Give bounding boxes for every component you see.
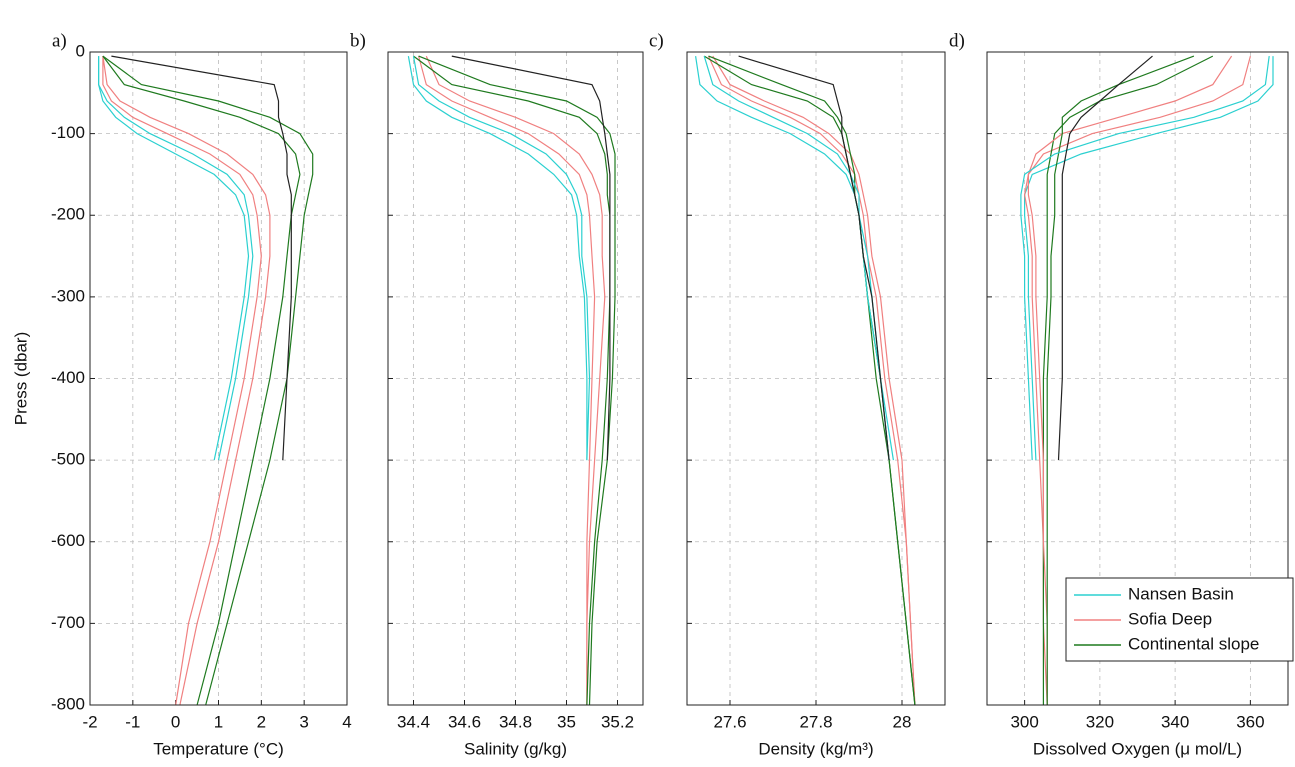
y-tick-label: -400 bbox=[51, 368, 85, 387]
profile-line bbox=[1046, 55, 1195, 705]
legend-label: Continental slope bbox=[1128, 634, 1259, 653]
y-tick-label: -600 bbox=[51, 531, 85, 550]
y-tick-label: -300 bbox=[51, 286, 85, 305]
y-tick-label: -500 bbox=[51, 450, 85, 469]
plot-frame bbox=[387, 51, 644, 706]
profile-line bbox=[412, 55, 591, 461]
profile-line bbox=[1027, 55, 1233, 705]
legend: Nansen Basin Sofia Deep Continental slope bbox=[1065, 577, 1294, 662]
y-tick-label: -200 bbox=[51, 205, 85, 224]
panel: a) 0 -100 -200 -300 -400 -500 -600 -700 -800-2 -1 0… bbox=[11, 30, 351, 758]
profile-line bbox=[102, 55, 301, 706]
profile-line bbox=[703, 55, 916, 706]
x-tick-label: 0 bbox=[171, 712, 180, 731]
x-tick-label: 27.6 bbox=[713, 712, 746, 731]
plot-frame bbox=[686, 51, 946, 706]
profile-line bbox=[425, 55, 606, 705]
profile-line bbox=[695, 56, 890, 461]
profile-line bbox=[712, 55, 916, 706]
x-axis-label: Temperature (°C) bbox=[153, 739, 284, 758]
x-axis-label: Salinity (g/kg) bbox=[464, 739, 567, 758]
x-tick-label: 2 bbox=[257, 712, 266, 731]
x-tick-label: 340 bbox=[1161, 712, 1189, 731]
profile-line bbox=[708, 55, 916, 706]
profile-line bbox=[413, 55, 611, 706]
legend-label: Nansen Basin bbox=[1128, 584, 1234, 603]
x-tick-label: 35 bbox=[557, 712, 576, 731]
profile-line bbox=[98, 56, 254, 461]
profile-line bbox=[1057, 55, 1153, 461]
profile-line bbox=[102, 55, 314, 706]
y-tick-label: -800 bbox=[51, 694, 85, 713]
panel-label: d) bbox=[949, 30, 965, 51]
panel: c) 27.6 27.8 28 Density (kg/m³) bbox=[649, 30, 946, 758]
x-tick-label: 27.8 bbox=[799, 712, 832, 731]
profile-line bbox=[738, 55, 890, 461]
x-tick-label: 34.4 bbox=[397, 712, 430, 731]
profile-line bbox=[418, 55, 596, 705]
y-tick-label: 0 bbox=[76, 41, 85, 60]
panel-label: a) bbox=[52, 30, 67, 51]
x-tick-label: 1 bbox=[214, 712, 223, 731]
panel: d) 300 320 340 360 Dissolved Oxygen (μ mol/L)… bbox=[949, 30, 1294, 758]
x-tick-label: 34.8 bbox=[499, 712, 532, 731]
x-tick-label: 34.6 bbox=[448, 712, 481, 731]
profile-line bbox=[418, 55, 616, 706]
panel-label: c) bbox=[649, 30, 664, 51]
x-tick-label: 300 bbox=[1010, 712, 1038, 731]
x-tick-label: 35.2 bbox=[601, 712, 634, 731]
x-tick-label: 3 bbox=[299, 712, 308, 731]
panel-label: b) bbox=[350, 30, 366, 51]
profile-line bbox=[707, 55, 916, 706]
profile-line bbox=[407, 55, 588, 461]
profile-line bbox=[451, 55, 611, 461]
profile-line bbox=[102, 56, 271, 706]
x-axis-label: Density (kg/m³) bbox=[758, 739, 873, 758]
x-tick-label: 28 bbox=[893, 712, 912, 731]
profile-line bbox=[1023, 55, 1251, 706]
legend-label: Sofia Deep bbox=[1128, 609, 1212, 628]
x-axis-label: Dissolved Oxygen (μ mol/L) bbox=[1033, 739, 1242, 758]
panel: b) 34.4 34.6 34.8 35 35.2 Salinity (g/kg) bbox=[350, 30, 644, 758]
profile-line bbox=[111, 55, 292, 461]
y-tick-label: -700 bbox=[51, 613, 85, 632]
x-tick-label: 320 bbox=[1086, 712, 1114, 731]
profile-line bbox=[98, 56, 250, 461]
profile-line bbox=[1020, 56, 1270, 461]
y-tick-label: -100 bbox=[51, 123, 85, 142]
y-axis-label: Press (dbar) bbox=[11, 332, 30, 426]
x-tick-label: 4 bbox=[342, 712, 351, 731]
profile-line bbox=[1023, 56, 1274, 461]
x-tick-label: 360 bbox=[1236, 712, 1264, 731]
profile-line bbox=[102, 56, 262, 706]
plot-frame bbox=[89, 51, 348, 706]
profile-line bbox=[703, 55, 894, 461]
x-tick-label: -1 bbox=[125, 712, 140, 731]
plot-frame bbox=[986, 51, 1289, 706]
x-tick-label: -2 bbox=[82, 712, 97, 731]
